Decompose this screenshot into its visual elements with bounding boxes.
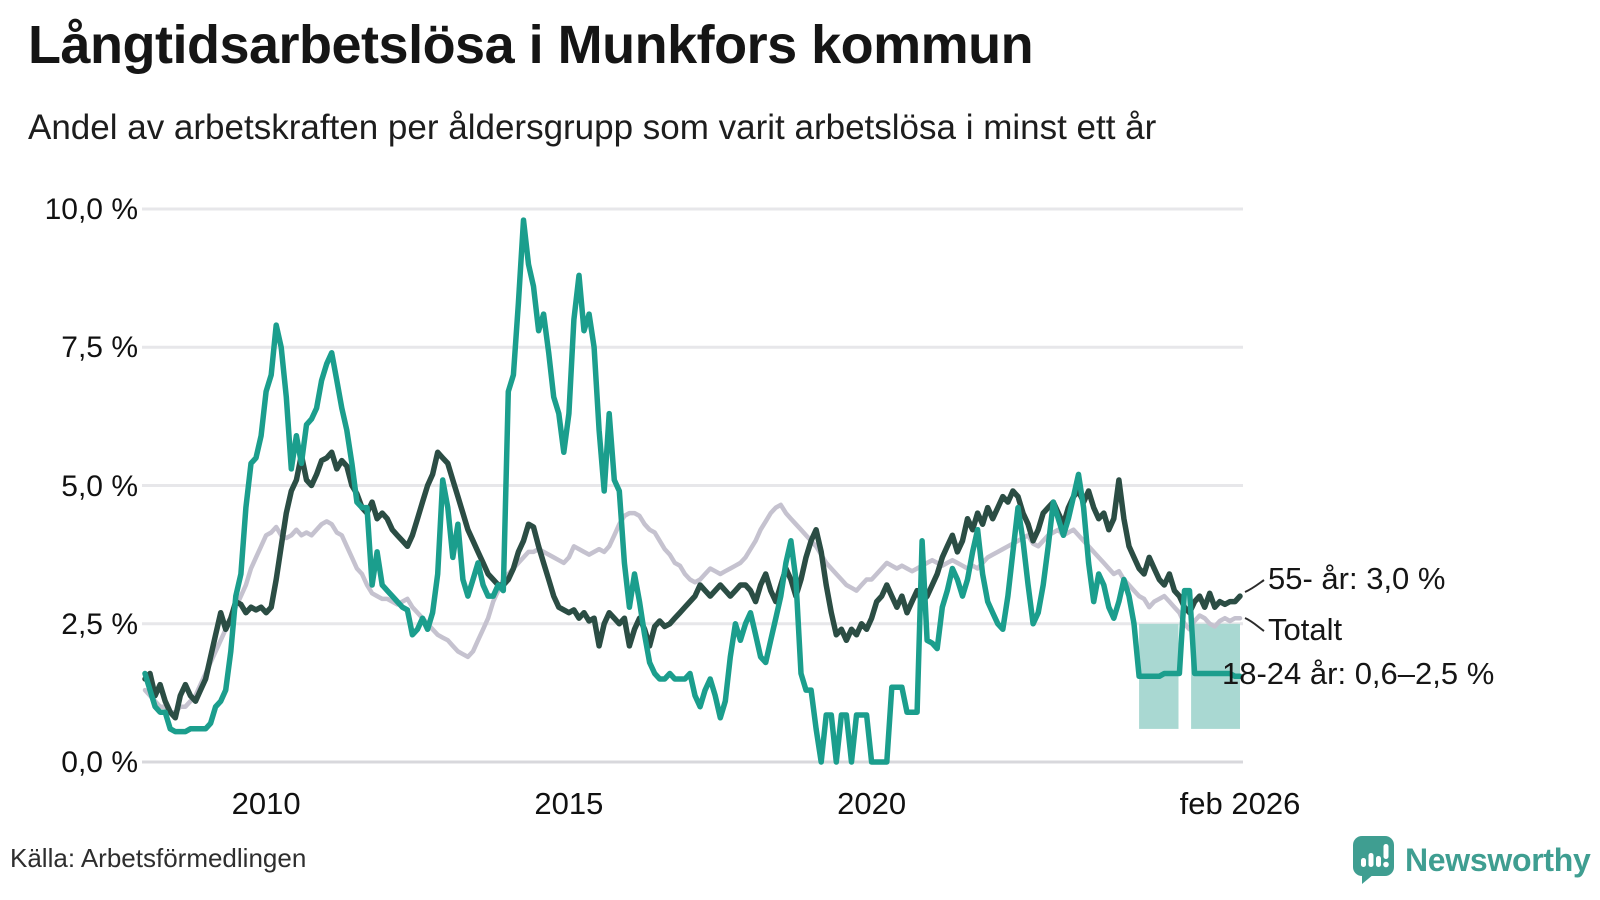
series-end-label-55-plus: 55- år: 3,0 % <box>1268 561 1445 596</box>
x-axis-tick-label: 2020 <box>837 786 906 821</box>
series-line-total <box>142 502 1243 715</box>
leader-line-total <box>1244 617 1265 632</box>
x-axis-tick-label: 2010 <box>232 786 301 821</box>
series-end-label-18-24: 18-24 år: 0,6–2,5 % <box>1222 656 1494 691</box>
y-axis-tick-label: 7,5 % <box>61 331 138 364</box>
y-axis-tick-label: 0,0 % <box>61 746 138 779</box>
page-subtitle: Andel av arbetskraften per åldersgrupp s… <box>28 108 1157 147</box>
x-axis-tick-label: feb 2026 <box>1180 786 1301 821</box>
brand-name: Newsworthy <box>1405 841 1591 878</box>
leader-line-55-plus <box>1244 579 1265 593</box>
newsworthy-logo: Newsworthy <box>1352 835 1591 885</box>
y-axis-tick-label: 10,0 % <box>45 193 138 226</box>
y-axis-tick-label: 5,0 % <box>61 470 138 503</box>
source-note: Källa: Arbetsförmedlingen <box>10 843 307 873</box>
y-axis-tick-label: 2,5 % <box>61 608 138 641</box>
series-line-age-18-24 <box>142 217 1243 765</box>
series-end-label-total: Totalt <box>1268 612 1342 647</box>
chart-plot-area <box>142 207 1243 765</box>
chart-labels: 0,0 % 2,5 % 5,0 % 7,5 % 10,0 % 2010 2015… <box>45 193 1495 821</box>
newsworthy-speech-bubble-icon <box>1353 836 1394 884</box>
x-axis-tick-label: 2015 <box>534 786 603 821</box>
page-title: Långtidsarbetslösa i Munkfors kommun <box>28 15 1034 75</box>
